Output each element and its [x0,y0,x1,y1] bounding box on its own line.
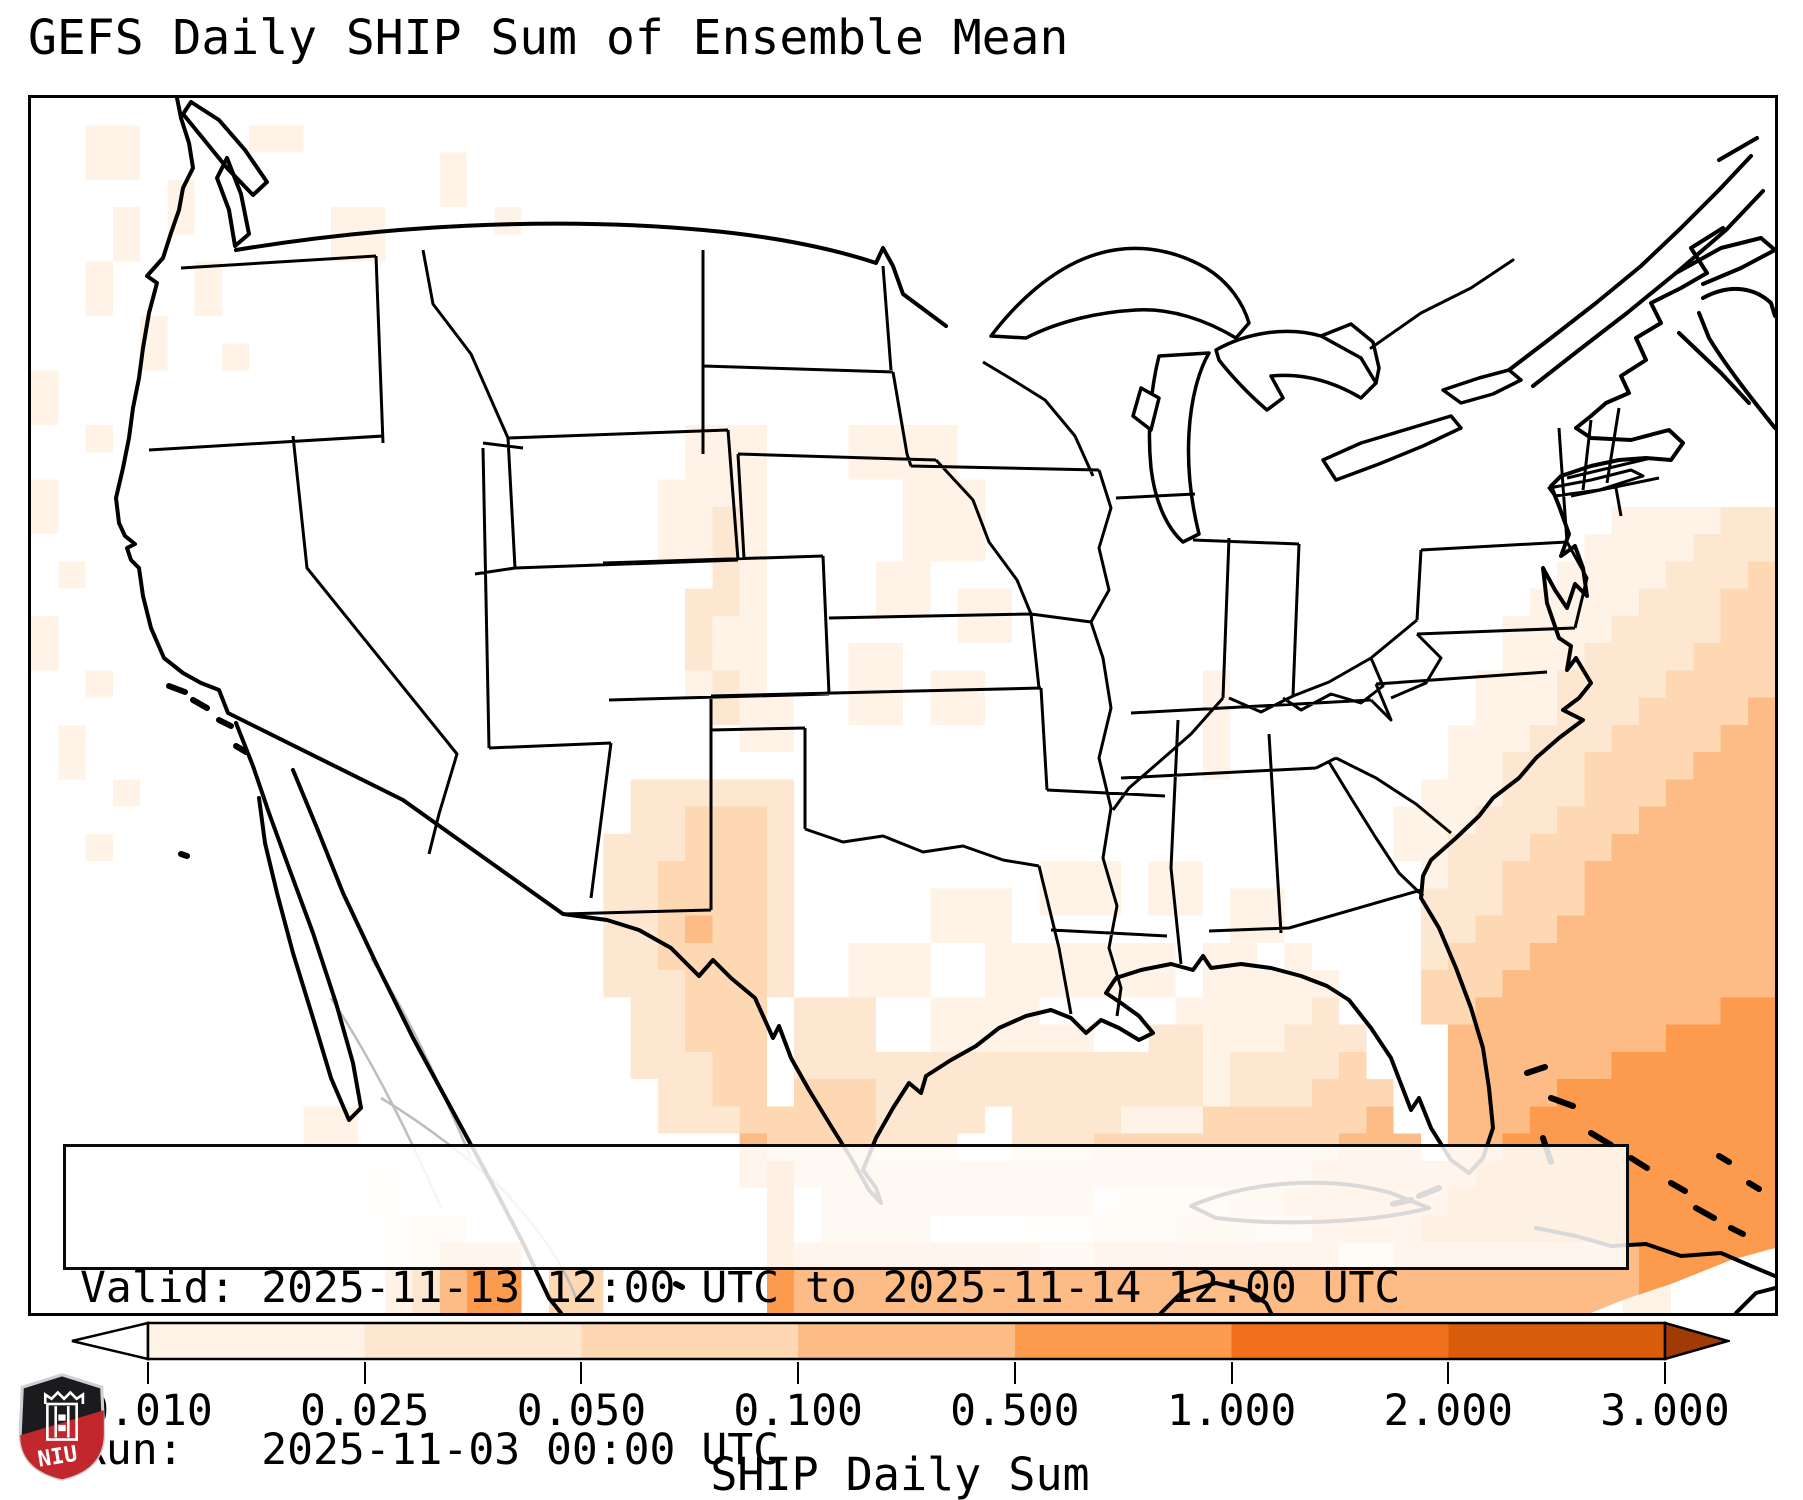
colorbar-axis-label: SHIP Daily Sum [710,1448,1090,1500]
colorbar-tick-mark [797,1362,800,1384]
colorbar-tick-label: 2.000 [1383,1386,1513,1436]
colorbar-tick-mark [1230,1362,1233,1384]
state-borders [148,249,1660,1017]
plot-title: GEFS Daily SHIP Sum of Ensemble Mean [28,10,1069,66]
run-time: Run: 2025-11-03 00:00 UTC [80,1425,779,1475]
colorbar-tick-mark [580,1362,583,1384]
colorbar-tick-mark [363,1362,366,1384]
map-panel: Valid: 2025-11-13 12:00 UTC to 2025-11-1… [28,95,1778,1475]
logo-castle-icon [43,1390,85,1441]
colorbar-tick-label: 0.050 [516,1386,647,1436]
colorbar-tick-label: 0.500 [950,1386,1080,1436]
conus-map [31,98,1775,1313]
great-lakes [989,246,1523,544]
colorbar [70,1320,1733,1362]
colorbar-tick-label: 3.000 [1600,1386,1730,1436]
colorbar-tick-mark [1447,1362,1450,1384]
logo-red-band [20,1410,104,1480]
colorbar-tick-mark [1013,1362,1016,1384]
ship-heatmap-layer [31,125,1775,1313]
niu-logo: NIU [18,1373,106,1481]
timestamp-box: Valid: 2025-11-13 12:00 UTC to 2025-11-1… [63,1144,1629,1475]
colorbar-tick-label: 0.100 [733,1386,863,1436]
logo-text: NIU [36,1442,79,1473]
data-void-step [1623,1284,1671,1313]
valid-time: Valid: 2025-11-13 12:00 UTC to 2025-11-1… [80,1263,1401,1313]
colorbar-geometry [71,1321,1733,1361]
colorbar-tick-label: 1.000 [1166,1386,1297,1436]
colorbar-tick-mark [1664,1362,1666,1384]
colorbar-tick-mark [147,1362,149,1384]
colorbar-tick-label: 0.025 [299,1386,430,1436]
